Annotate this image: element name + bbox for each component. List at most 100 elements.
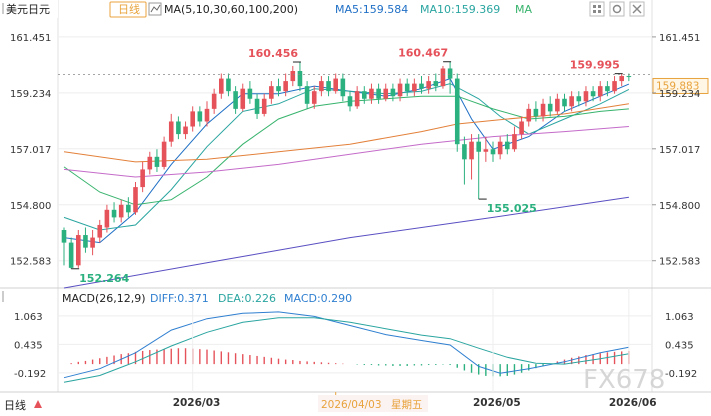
macd-settings-label: MACD(26,12,9): [62, 292, 146, 305]
candle-body: [619, 76, 624, 82]
candle-body: [154, 156, 160, 167]
candle-body: [562, 98, 567, 107]
annotation-high-label: 160.467: [398, 47, 448, 60]
candle-body: [161, 141, 167, 167]
candle-body: [440, 68, 446, 87]
candle-body: [469, 141, 474, 160]
x-tick-label: 2026/03: [173, 397, 221, 409]
close-icon[interactable]: [629, 1, 645, 17]
candle-body: [247, 88, 253, 99]
macd-tick-label-right: 0.435: [665, 340, 694, 351]
macd-dea-line: [63, 317, 629, 383]
price-tick-label-left: 154.800: [10, 201, 51, 212]
candle-body: [176, 121, 181, 135]
candle-body: [219, 78, 224, 94]
candle-body: [197, 111, 203, 122]
candle-body: [540, 103, 546, 117]
ma-line-ma5: [63, 77, 630, 244]
settings-icon[interactable]: [609, 1, 625, 17]
candle-body: [412, 83, 417, 92]
candle-body: [483, 149, 489, 152]
candle-body: [118, 204, 124, 218]
candlesticks: [61, 61, 632, 269]
annotation-high-label: 159.995: [570, 59, 620, 72]
macd-panel-handle[interactable]: [2, 291, 4, 302]
price-tick-label-right: 154.800: [659, 201, 700, 212]
candle-body: [390, 88, 396, 97]
candle-body: [283, 81, 288, 92]
candle-body: [261, 98, 267, 114]
indicator-chart-icon[interactable]: [148, 2, 162, 16]
panel-handle[interactable]: [2, 3, 4, 14]
period-selector[interactable]: [109, 1, 147, 18]
candle-body: [362, 91, 367, 99]
candle-body: [612, 81, 617, 92]
candle-body: [326, 81, 331, 92]
candle-body: [462, 144, 467, 160]
candle-body: [533, 108, 539, 117]
symbol-name: 美元日元: [6, 3, 50, 16]
macd-tick-label-right: -0.192: [665, 369, 697, 380]
candle-body: [233, 91, 238, 109]
macd-value: MACD:0.290: [284, 292, 352, 305]
candle-body: [383, 88, 389, 99]
price-tick-label-right: 152.583: [659, 257, 700, 268]
candle-body: [583, 91, 589, 102]
candle-body: [626, 76, 632, 78]
candle-body: [476, 141, 481, 152]
candle-body: [490, 149, 496, 155]
candle-body: [83, 235, 88, 248]
candle-body: [419, 83, 424, 89]
ma-line-ma10: [63, 83, 630, 231]
candle-body: [497, 141, 503, 155]
candle-body: [90, 237, 95, 248]
main-panel-frame: [0, 0, 711, 393]
period-tab-label[interactable]: 日线: [4, 398, 26, 412]
macd-panel: 1.063 1.063 0.435 0.435 -0.192 -0.192: [14, 311, 697, 383]
candle-body: [376, 88, 381, 99]
price-tick-label-left: 161.451: [10, 33, 51, 44]
candle-body: [76, 235, 81, 266]
candle-body: [590, 91, 596, 97]
period-tab-arrow-icon[interactable]: [34, 400, 42, 408]
grid-view-icon[interactable]: [589, 1, 605, 17]
ma-line-ma200: [63, 196, 629, 289]
candle-body: [254, 98, 260, 114]
candle-body: [454, 78, 460, 145]
candle-body: [319, 81, 324, 92]
bottom-bar: 日线 2026/04/03 星期五: [0, 395, 428, 412]
candle-body: [269, 86, 274, 99]
macd-diff-line: [63, 311, 629, 379]
candle-body: [133, 187, 138, 213]
chart-legend: 美元日元 日线 MA(5,10,30,60,100,200) MA5:159.5…: [0, 0, 532, 18]
macd-legend: MACD(26,12,9) DIFF:0.371 DEA:0.226 MACD:…: [2, 291, 352, 305]
candle-body: [519, 121, 524, 135]
price-annotations: 160.456 160.467 159.995 152.264 155.025: [71, 47, 623, 285]
ma-settings-label: MA(5,10,30,60,100,200): [164, 3, 298, 16]
candle-body: [104, 209, 110, 228]
candle-body: [505, 141, 510, 150]
dea-value: DEA:0.226: [218, 292, 276, 305]
candle-body: [211, 93, 217, 109]
candle-body: [304, 86, 310, 104]
candle-body: [433, 81, 439, 87]
candle-body: [126, 204, 131, 213]
candle-body: [347, 96, 353, 107]
annotation-low-label: 152.264: [79, 272, 129, 285]
candle-body: [204, 108, 210, 122]
macd-tick-label-left: 1.063: [14, 312, 43, 323]
last-price-label: 159.883: [656, 80, 699, 92]
candle-body: [240, 88, 246, 109]
candle-body: [354, 91, 360, 107]
ma5-value: MA5:159.584: [335, 3, 408, 16]
x-axis-ticks: 2026/03 2026/05 2026/06: [173, 288, 657, 409]
last-price-tag: [652, 77, 709, 94]
candle-body: [168, 121, 174, 142]
candle-body: [397, 83, 403, 97]
candle-body: [97, 224, 103, 238]
cursor-date: 2026/04/03: [321, 399, 382, 411]
candle-body: [61, 230, 67, 243]
price-tick-label-left: 159.234: [10, 89, 51, 100]
